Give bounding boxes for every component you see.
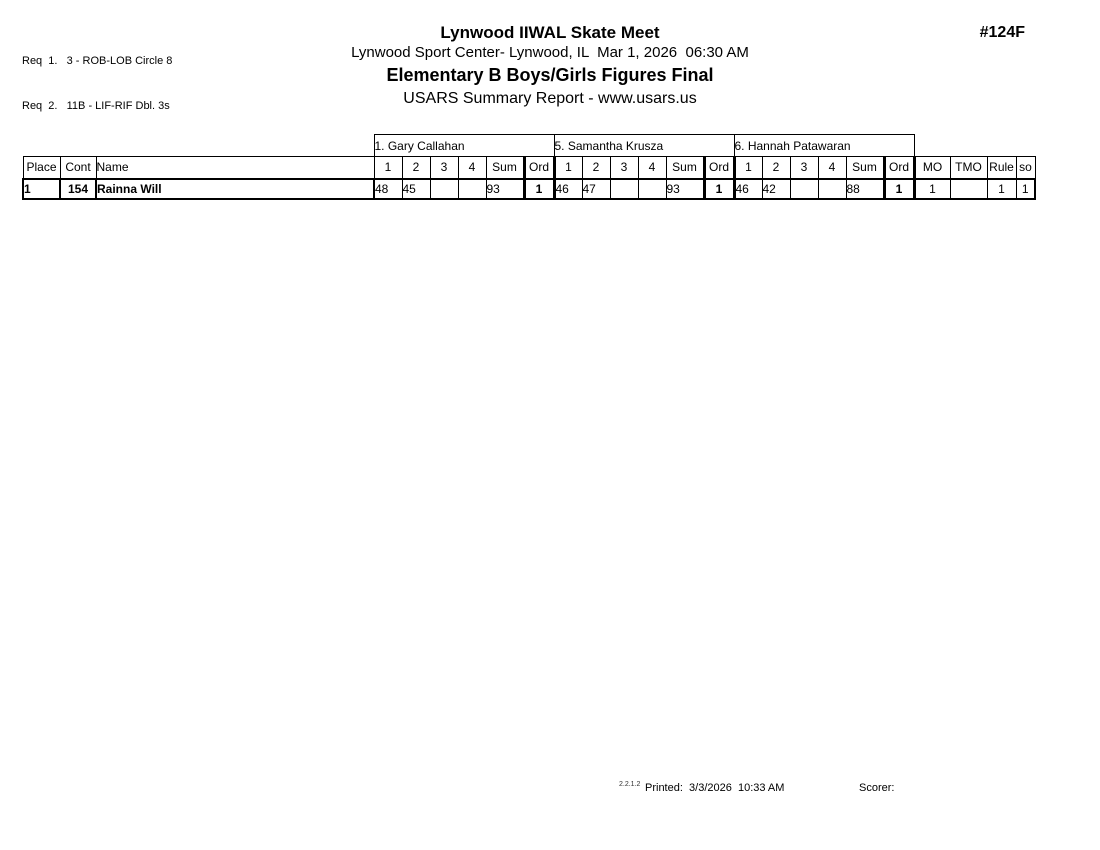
table-row: 1 154 Rainna Will 48 45 93 1 46 47 93 1 … [22,177,1036,200]
row-j2-s1: 46 [553,177,583,200]
header-name: Name [95,156,375,179]
row-mo: 1 [913,177,951,200]
row-j3-sum: 88 [845,177,885,200]
row-tmo [949,177,988,200]
header-tmo: TMO [949,156,988,179]
judge-name-row: 1. Gary Callahan 5. Samantha Krusza 6. H… [23,134,1035,157]
header-j3-s1: 1 [733,156,763,179]
row-j3-s2: 42 [761,177,791,200]
row-j1-s3 [429,177,459,200]
row-name: Rainna Will [95,177,375,200]
header-cont: Cont [59,156,97,179]
row-j3-ord: 1 [882,177,916,200]
header-j1-s3: 3 [429,156,459,179]
row-cont: 154 [59,177,97,200]
row-j3-s1: 46 [733,177,763,200]
row-j2-s2: 47 [581,177,611,200]
header-j3-sum: Sum [845,156,885,179]
footer-printed: Printed: 3/3/2026 10:33 AM [645,782,785,794]
header-mo: MO [913,156,951,179]
row-j1-s2: 45 [401,177,431,200]
header-place: Place [22,156,61,179]
row-j1-sum: 93 [485,177,525,200]
report-title: USARS Summary Report - www.usars.us [403,90,697,107]
column-header-row: Place Cont Name 1 2 3 4 Sum Ord 1 2 3 4 … [22,156,1036,179]
row-j1-s1: 48 [373,177,403,200]
header-j3-ord: Ord [882,156,916,179]
venue-date-line: Lynwood Sport Center- Lynwood, IL Mar 1,… [351,44,749,61]
header-j3-s4: 4 [817,156,847,179]
row-j3-s3 [789,177,819,200]
header-j1-sum: Sum [485,156,525,179]
header-j3-s2: 2 [761,156,791,179]
event-number: #124F [979,24,1025,41]
judge-row-spacer-right [914,135,1035,157]
judge-2-name: 5. Samantha Krusza [553,134,735,157]
requirement-line-2: Req 2. 11B - LIF-RIF Dbl. 3s [22,100,170,112]
row-j1-s4 [457,177,487,200]
row-j2-s4 [637,177,667,200]
header-rule: Rule [986,156,1017,179]
header-j1-ord: Ord [522,156,556,179]
header-j1-s4: 4 [457,156,487,179]
requirement-line-1: Req 1. 3 - ROB-LOB Circle 8 [22,55,173,67]
footer-scorer-label: Scorer: [859,782,895,794]
header-j2-s4: 4 [637,156,667,179]
judge-row-spacer-left [23,135,374,157]
footer-version: 2.2.1.2 [619,781,641,788]
header-j2-s2: 2 [581,156,611,179]
header-j2-ord: Ord [702,156,736,179]
row-place: 1 [22,177,61,200]
header-j1-s2: 2 [401,156,431,179]
row-j2-s3 [609,177,639,200]
header-j2-s1: 1 [553,156,583,179]
row-j1-ord: 1 [522,177,556,200]
event-title: Elementary B Boys/Girls Figures Final [386,65,714,85]
judge-3-name: 6. Hannah Patawaran [733,134,915,157]
header-j1-s1: 1 [373,156,403,179]
title-block: Lynwood IIWAL Skate Meet Lynwood Sport C… [0,22,1100,110]
results-table: 1. Gary Callahan 5. Samantha Krusza 6. H… [22,134,1036,200]
row-j2-ord: 1 [702,177,736,200]
row-rule: 1 [986,177,1017,200]
header-j2-s3: 3 [609,156,639,179]
judge-1-name: 1. Gary Callahan [373,134,555,157]
row-so: 1 [1015,177,1036,200]
row-j2-sum: 93 [665,177,705,200]
requirements-block: Req 1. 3 - ROB-LOB Circle 8 Req 2. 11B -… [22,24,172,144]
meet-title: Lynwood IIWAL Skate Meet [440,23,660,42]
header-j3-s3: 3 [789,156,819,179]
row-j3-s4 [817,177,847,200]
header-j2-sum: Sum [665,156,705,179]
header-so: so [1015,156,1036,179]
